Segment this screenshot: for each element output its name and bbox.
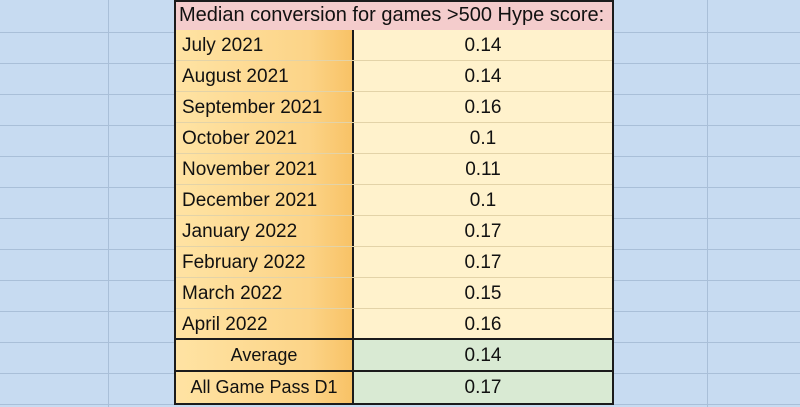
month-label-cell[interactable]: December 2021 <box>176 185 354 215</box>
month-label-cell[interactable]: November 2021 <box>176 154 354 184</box>
conversion-value-cell[interactable]: 0.17 <box>354 247 612 277</box>
average-value-cell[interactable]: 0.14 <box>354 340 612 370</box>
table-row: December 2021 0.1 <box>176 185 612 216</box>
month-label-cell[interactable]: April 2022 <box>176 309 354 338</box>
table-row: April 2022 0.16 <box>176 309 612 340</box>
table-body: July 2021 0.14 August 2021 0.14 Septembe… <box>174 30 614 405</box>
table-title-cell[interactable]: Median conversion for games >500 Hype sc… <box>174 0 614 32</box>
table-row: November 2021 0.11 <box>176 154 612 185</box>
game-pass-d1-value-cell[interactable]: 0.17 <box>354 372 612 403</box>
month-label-cell[interactable]: September 2021 <box>176 92 354 122</box>
table-row: August 2021 0.14 <box>176 61 612 92</box>
month-label-cell[interactable]: March 2022 <box>176 278 354 308</box>
conversion-value-cell[interactable]: 0.17 <box>354 216 612 246</box>
conversion-table: Median conversion for games >500 Hype sc… <box>174 0 614 407</box>
conversion-value-cell[interactable]: 0.15 <box>354 278 612 308</box>
conversion-value-cell[interactable]: 0.16 <box>354 309 612 338</box>
month-label-cell[interactable]: January 2022 <box>176 216 354 246</box>
game-pass-d1-row: All Game Pass D1 0.17 <box>176 372 612 403</box>
column-divider-left <box>108 0 109 407</box>
month-label-cell[interactable]: October 2021 <box>176 123 354 153</box>
month-label-cell[interactable]: August 2021 <box>176 61 354 91</box>
conversion-value-cell[interactable]: 0.11 <box>354 154 612 184</box>
table-row: October 2021 0.1 <box>176 123 612 154</box>
conversion-value-cell[interactable]: 0.16 <box>354 92 612 122</box>
table-row: January 2022 0.17 <box>176 216 612 247</box>
conversion-value-cell[interactable]: 0.14 <box>354 61 612 91</box>
month-label-cell[interactable]: February 2022 <box>176 247 354 277</box>
conversion-value-cell[interactable]: 0.1 <box>354 185 612 215</box>
table-row: February 2022 0.17 <box>176 247 612 278</box>
game-pass-d1-label-cell[interactable]: All Game Pass D1 <box>176 372 354 403</box>
table-row: July 2021 0.14 <box>176 30 612 61</box>
table-row: March 2022 0.15 <box>176 278 612 309</box>
average-label-cell[interactable]: Average <box>176 340 354 370</box>
table-row: September 2021 0.16 <box>176 92 612 123</box>
month-label-cell[interactable]: July 2021 <box>176 30 354 60</box>
average-row: Average 0.14 <box>176 340 612 372</box>
conversion-value-cell[interactable]: 0.1 <box>354 123 612 153</box>
column-divider-right <box>707 0 708 407</box>
conversion-value-cell[interactable]: 0.14 <box>354 30 612 60</box>
